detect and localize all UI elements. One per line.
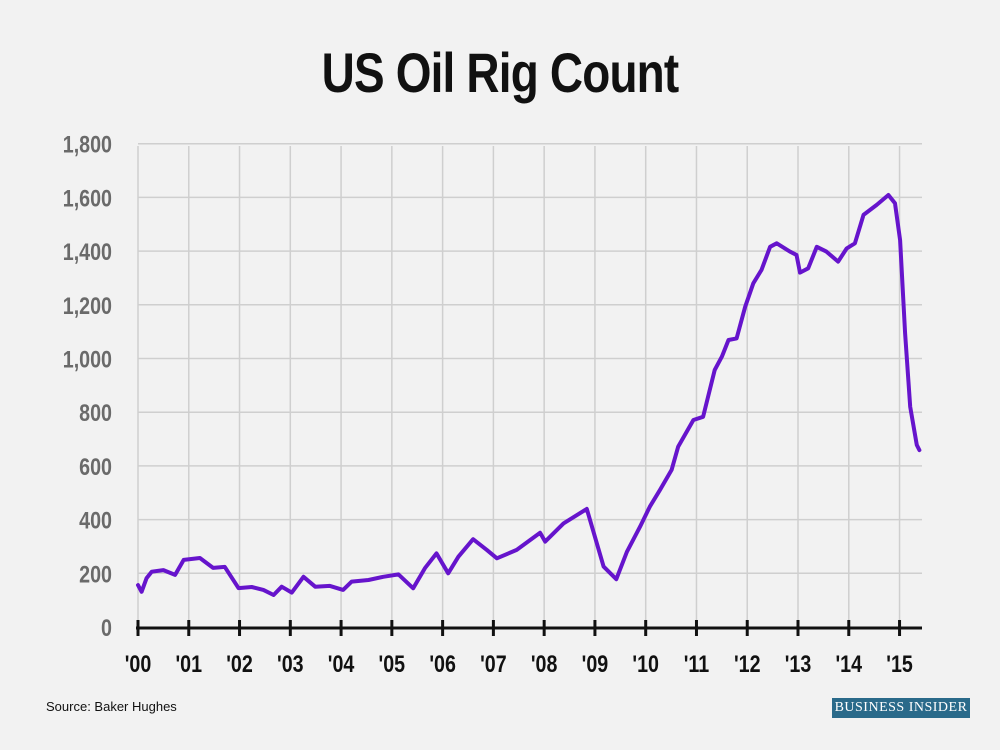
y-tick-label: 1,000: [63, 346, 112, 373]
source-note: Source: Baker Hughes: [46, 699, 177, 714]
x-tick-label: '11: [684, 650, 709, 677]
x-tick-label: '07: [480, 650, 507, 677]
x-tick-label: '12: [734, 650, 761, 677]
x-tick-label: '14: [835, 650, 862, 677]
x-tick-label: '13: [785, 650, 812, 677]
x-tick-label: '09: [582, 650, 609, 677]
x-tick-label: '10: [632, 650, 659, 677]
y-tick-label: 1,200: [63, 292, 112, 319]
x-tick-label: '01: [175, 650, 202, 677]
x-tick-label: '05: [379, 650, 406, 677]
y-tick-label: 0: [101, 614, 112, 641]
x-tick-label: '04: [328, 650, 355, 677]
y-tick-label: 200: [79, 560, 112, 587]
x-tick-label: '06: [429, 650, 456, 677]
x-tick-label: '08: [531, 650, 558, 677]
x-tick-label: '00: [125, 650, 152, 677]
series-line: [136, 193, 922, 597]
x-tick-label: '15: [886, 650, 913, 677]
y-tick-label: 600: [79, 453, 112, 480]
y-tick-label: 800: [79, 399, 112, 426]
chart-title: US Oil Rig Count: [321, 41, 680, 104]
y-tick-label: 1,400: [63, 238, 112, 265]
y-tick-label: 1,800: [63, 131, 112, 158]
x-tick-label: '03: [277, 650, 304, 677]
y-tick-label: 400: [79, 507, 112, 534]
business-insider-logo: BUSINESS INSIDER: [832, 698, 970, 718]
x-tick-label: '02: [226, 650, 253, 677]
y-tick-label: 1,600: [63, 185, 112, 212]
